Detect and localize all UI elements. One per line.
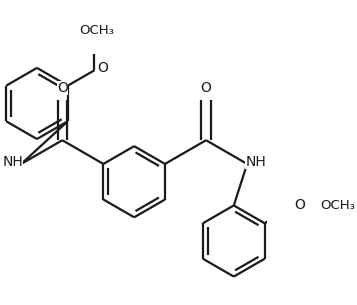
Text: OCH₃: OCH₃ bbox=[79, 24, 114, 38]
Text: NH: NH bbox=[245, 155, 266, 169]
Text: O: O bbox=[295, 199, 305, 213]
Text: O: O bbox=[97, 61, 109, 75]
Text: OCH₃: OCH₃ bbox=[320, 199, 355, 212]
Text: O: O bbox=[201, 81, 211, 95]
Text: O: O bbox=[57, 81, 68, 95]
Text: NH: NH bbox=[2, 155, 23, 169]
